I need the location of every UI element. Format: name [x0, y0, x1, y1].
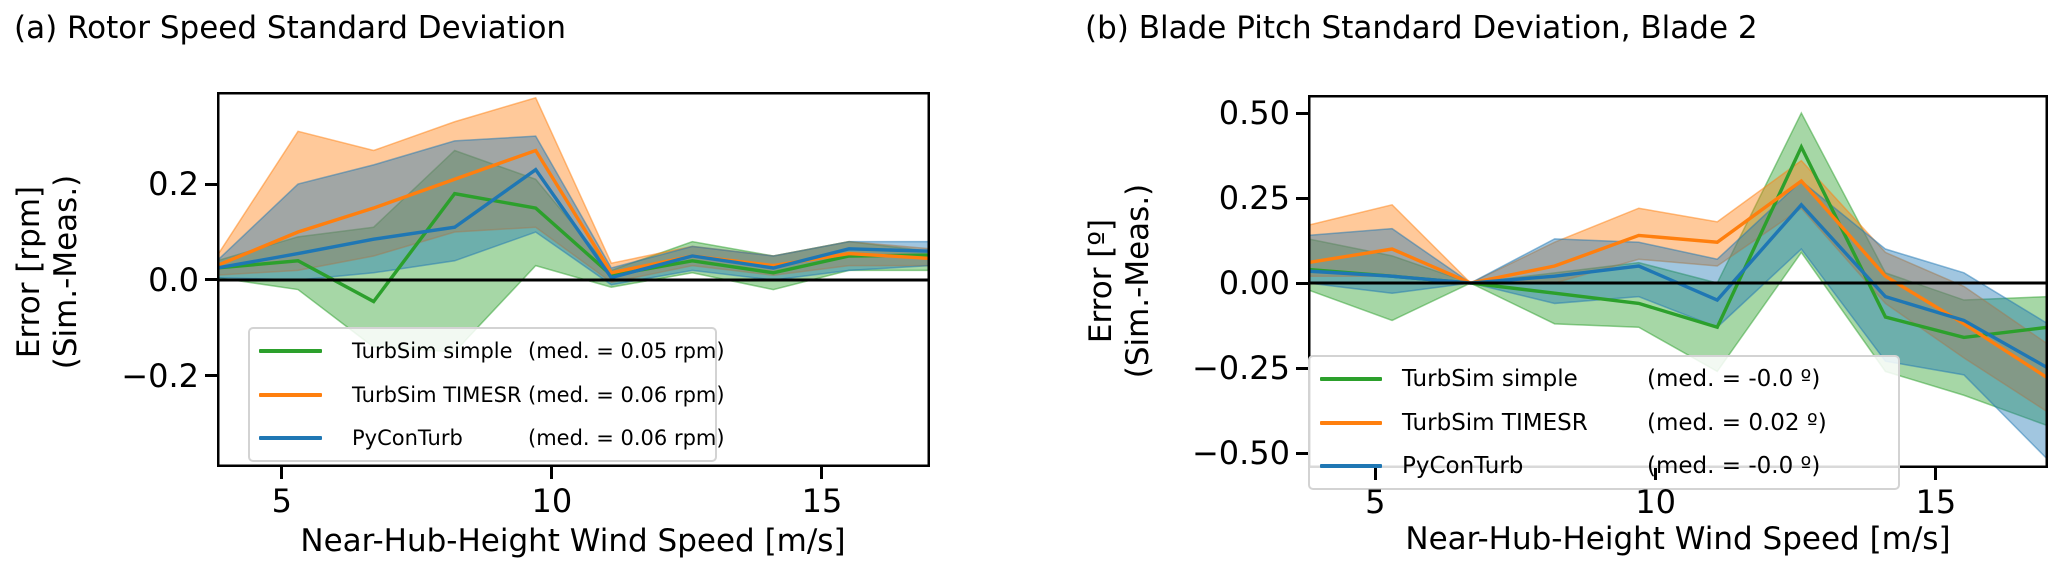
legend-series-median-value: (med. = 0.06 rpm): [528, 382, 725, 407]
panel-b-y-tick-label: 0.00: [1218, 264, 1290, 303]
panel-a-x-tick-mark: [280, 467, 284, 479]
panel-a-y-tick-mark: [205, 182, 217, 186]
panel-a-y-tick-label: 0.2: [148, 165, 199, 204]
legend-row: PyConTurb (med. = -0.0 º): [1310, 444, 1898, 488]
legend-series-name: TurbSim simple: [352, 338, 513, 363]
legend-line-sample-pyconturb: [259, 436, 322, 441]
axes-frame-a: [217, 92, 930, 467]
band-b-1: [1308, 159, 2048, 414]
line-a-0: [217, 191, 930, 304]
panel-b-y-tick-label: 0.50: [1218, 94, 1290, 133]
panel-b-y-tick-mark: [1296, 451, 1308, 455]
line-b-0: [1308, 143, 2048, 340]
legend-line-sample-turbsim-timesr: [1320, 420, 1382, 425]
panel-a-legend: TurbSim simple (med. = 0.05 rpm) TurbSim T…: [248, 327, 725, 462]
panel-b-y-tick-label: 0.25: [1218, 179, 1290, 218]
panel-b-x-tick-mark: [1934, 468, 1938, 480]
legend-row: TurbSim simple (med. = 0.05 rpm): [250, 329, 725, 373]
legend-series-median-value: (med. = 0.02 º): [1647, 409, 1827, 436]
line-b-1: [1308, 178, 2048, 380]
legend-series-name: PyConTurb: [1402, 453, 1524, 480]
line-a-1: [217, 148, 930, 275]
panel-a-x-tick-label: 15: [801, 482, 843, 520]
panel-b-y-tick-mark: [1296, 196, 1308, 200]
panel-b-legend: TurbSim simple (med. = -0.0 º) TurbSim TIM…: [1308, 355, 1900, 490]
band-a-2: [217, 135, 930, 286]
legend-row: TurbSim simple (med. = -0.0 º): [1310, 357, 1898, 401]
band-a-0: [217, 149, 930, 353]
legend-row: TurbSim TIMESR (med. = 0.06 rpm): [250, 373, 725, 417]
panel-a-y-axis-label-line1: Error [rpm]: [11, 185, 47, 359]
panel-b-x-tick-label: 15: [1915, 483, 1957, 521]
legend-series-name: TurbSim TIMESR: [1402, 409, 1588, 436]
legend-line-sample-turbsim-timesr: [259, 392, 322, 397]
panel-b-x-tick-mark: [1654, 468, 1658, 480]
legend-series-name: PyConTurb: [352, 426, 463, 451]
panel-b-chart-canvas: [1308, 95, 2048, 468]
panel-b-x-axis-label: Near-Hub-Height Wind Speed [m/s]: [1405, 521, 1951, 557]
band-a-1: [217, 96, 930, 284]
panel-b-y-tick-label: −0.25: [1191, 349, 1290, 388]
panel-b-y-axis-label: Error [º] (Sim.-Meas.): [1083, 184, 1157, 379]
legend-series-median-value: (med. = -0.0 º): [1647, 453, 1821, 480]
legend-row: TurbSim TIMESR (med. = 0.02 º): [1310, 401, 1898, 445]
line-b-2: [1308, 202, 2048, 370]
panel-a-y-tick-label: 0.0: [148, 260, 199, 299]
axes-frame-b: [1308, 95, 2048, 468]
legend-series-median-value: (med. = 0.05 rpm): [528, 338, 725, 363]
panel-a-chart-canvas: [217, 92, 930, 467]
legend-line-sample-turbsim-simple: [259, 348, 322, 353]
panel-b-y-tick-label: −0.50: [1191, 434, 1290, 473]
band-b-2: [1308, 180, 2048, 461]
panel-b-title: (b) Blade Pitch Standard Deviation, Blad…: [1085, 10, 1758, 46]
panel-a-x-tick-label: 10: [531, 482, 573, 520]
band-b-0: [1308, 111, 2048, 427]
panel-a-title: (a) Rotor Speed Standard Deviation: [14, 10, 567, 46]
legend-series-name: TurbSim simple: [1402, 365, 1578, 392]
panel-b-x-tick-label: 10: [1635, 483, 1676, 521]
legend-series-median-value: (med. = 0.06 rpm): [528, 426, 725, 451]
legend-series-median-value: (med. = -0.0 º): [1647, 365, 1821, 392]
panel-b-x-tick-label: 5: [1365, 483, 1386, 521]
panel-a-y-tick-mark: [205, 374, 217, 378]
panel-a-x-tick-mark: [550, 467, 554, 479]
panel-b-plot-area: [1308, 95, 2048, 468]
line-a-2: [217, 167, 930, 280]
legend-row: PyConTurb (med. = 0.06 rpm): [250, 416, 725, 460]
panel-a-y-tick-mark: [205, 278, 217, 282]
panel-b-y-tick-mark: [1296, 111, 1308, 115]
panel-b-y-axis-label-line1: Error [º]: [1083, 218, 1119, 344]
legend-line-sample-pyconturb: [1320, 464, 1382, 469]
panel-a-x-axis-label: Near-Hub-Height Wind Speed [m/s]: [300, 523, 846, 559]
legend-line-sample-turbsim-simple: [1320, 376, 1382, 381]
panel-b-y-tick-mark: [1296, 366, 1308, 370]
panel-a-y-axis-label: Error [rpm] (Sim.-Meas.): [11, 175, 85, 370]
panel-b-x-tick-mark: [1373, 468, 1377, 480]
panel-b-y-tick-mark: [1296, 281, 1308, 285]
panel-a-x-tick-label: 5: [271, 482, 292, 520]
legend-series-name: TurbSim TIMESR: [352, 382, 522, 407]
panel-a-plot-area: [217, 92, 930, 467]
panel-a-x-tick-mark: [820, 467, 824, 479]
panel-b-y-axis-label-line2: (Sim.-Meas.): [1120, 183, 1156, 379]
panel-a-y-axis-label-line2: (Sim.-Meas.): [48, 174, 84, 370]
panel-a-y-tick-label: −0.2: [121, 356, 199, 395]
